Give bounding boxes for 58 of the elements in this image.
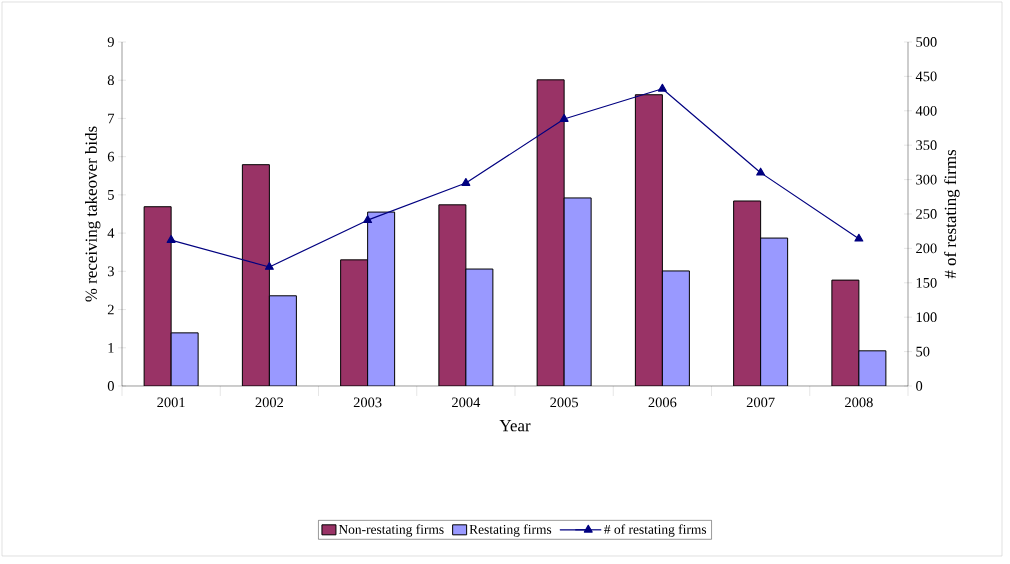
- y2-tick-label: 200: [916, 243, 937, 254]
- y2-tick-label: 150: [916, 277, 937, 288]
- y-tick-label: 7: [108, 113, 115, 124]
- x-tick-label: 2005: [550, 397, 579, 408]
- x-tick-label: 2006: [648, 397, 677, 408]
- x-tick-label: 2007: [746, 397, 775, 408]
- y2-axis-title: # of restating firms: [944, 149, 960, 279]
- y-axis-title: % receiving takeover bids: [85, 126, 101, 302]
- x-tick-label: 2002: [255, 397, 284, 408]
- point: [166, 235, 176, 243]
- y2-tick-label: 250: [916, 209, 937, 219]
- point: [756, 167, 766, 176]
- bar: [831, 279, 860, 386]
- x-tick-label: 2008: [845, 397, 873, 408]
- y2-tick-label: 100: [916, 312, 937, 323]
- point: [657, 83, 667, 92]
- point: [363, 215, 373, 224]
- y2-tick-label: 500: [916, 37, 937, 47]
- x-axis-title: Year: [499, 420, 531, 432]
- y-tick-label: 6: [107, 151, 115, 162]
- x-tick-label: 2003: [353, 397, 382, 408]
- bar: [367, 211, 396, 386]
- y2-tick-label: 50: [916, 346, 930, 357]
- y-tick-label: 8: [107, 75, 114, 86]
- y-tick-label: 0: [107, 381, 114, 391]
- bar: [268, 295, 297, 386]
- y2-tick-label: 0: [916, 381, 923, 391]
- bar: [438, 204, 467, 386]
- bar: [465, 268, 494, 386]
- y-tick-label: 5: [108, 190, 114, 200]
- point: [264, 261, 274, 270]
- x-tick-label: 2004: [452, 397, 481, 408]
- bar: [634, 94, 663, 386]
- point: [854, 233, 864, 242]
- legend-label: Non-restating firms: [338, 524, 444, 537]
- bar: [733, 200, 762, 386]
- bar: [661, 270, 690, 386]
- y-tick-label: 1: [108, 342, 114, 353]
- bar: [563, 197, 592, 386]
- bar: [340, 259, 369, 386]
- y-tick-label: 9: [107, 37, 114, 47]
- y-tick-label: 4: [107, 228, 115, 238]
- bar: [858, 350, 887, 386]
- legend-label: # of restating firms: [604, 524, 707, 537]
- bar: [536, 79, 565, 386]
- y2-tick-label: 400: [915, 105, 937, 116]
- legend-label: Restating firms: [469, 524, 552, 537]
- x-tick-label: 2001: [157, 397, 185, 408]
- y2-tick-label: 450: [915, 71, 937, 82]
- y-tick-label: 2: [107, 304, 114, 315]
- point: [461, 177, 471, 186]
- y-tick-label: 3: [107, 266, 114, 277]
- bar: [760, 237, 789, 386]
- point: [559, 113, 569, 122]
- bar: [143, 206, 172, 386]
- y2-tick-label: 300: [916, 174, 937, 185]
- y2-tick-label: 350: [916, 140, 937, 151]
- bar: [241, 164, 270, 386]
